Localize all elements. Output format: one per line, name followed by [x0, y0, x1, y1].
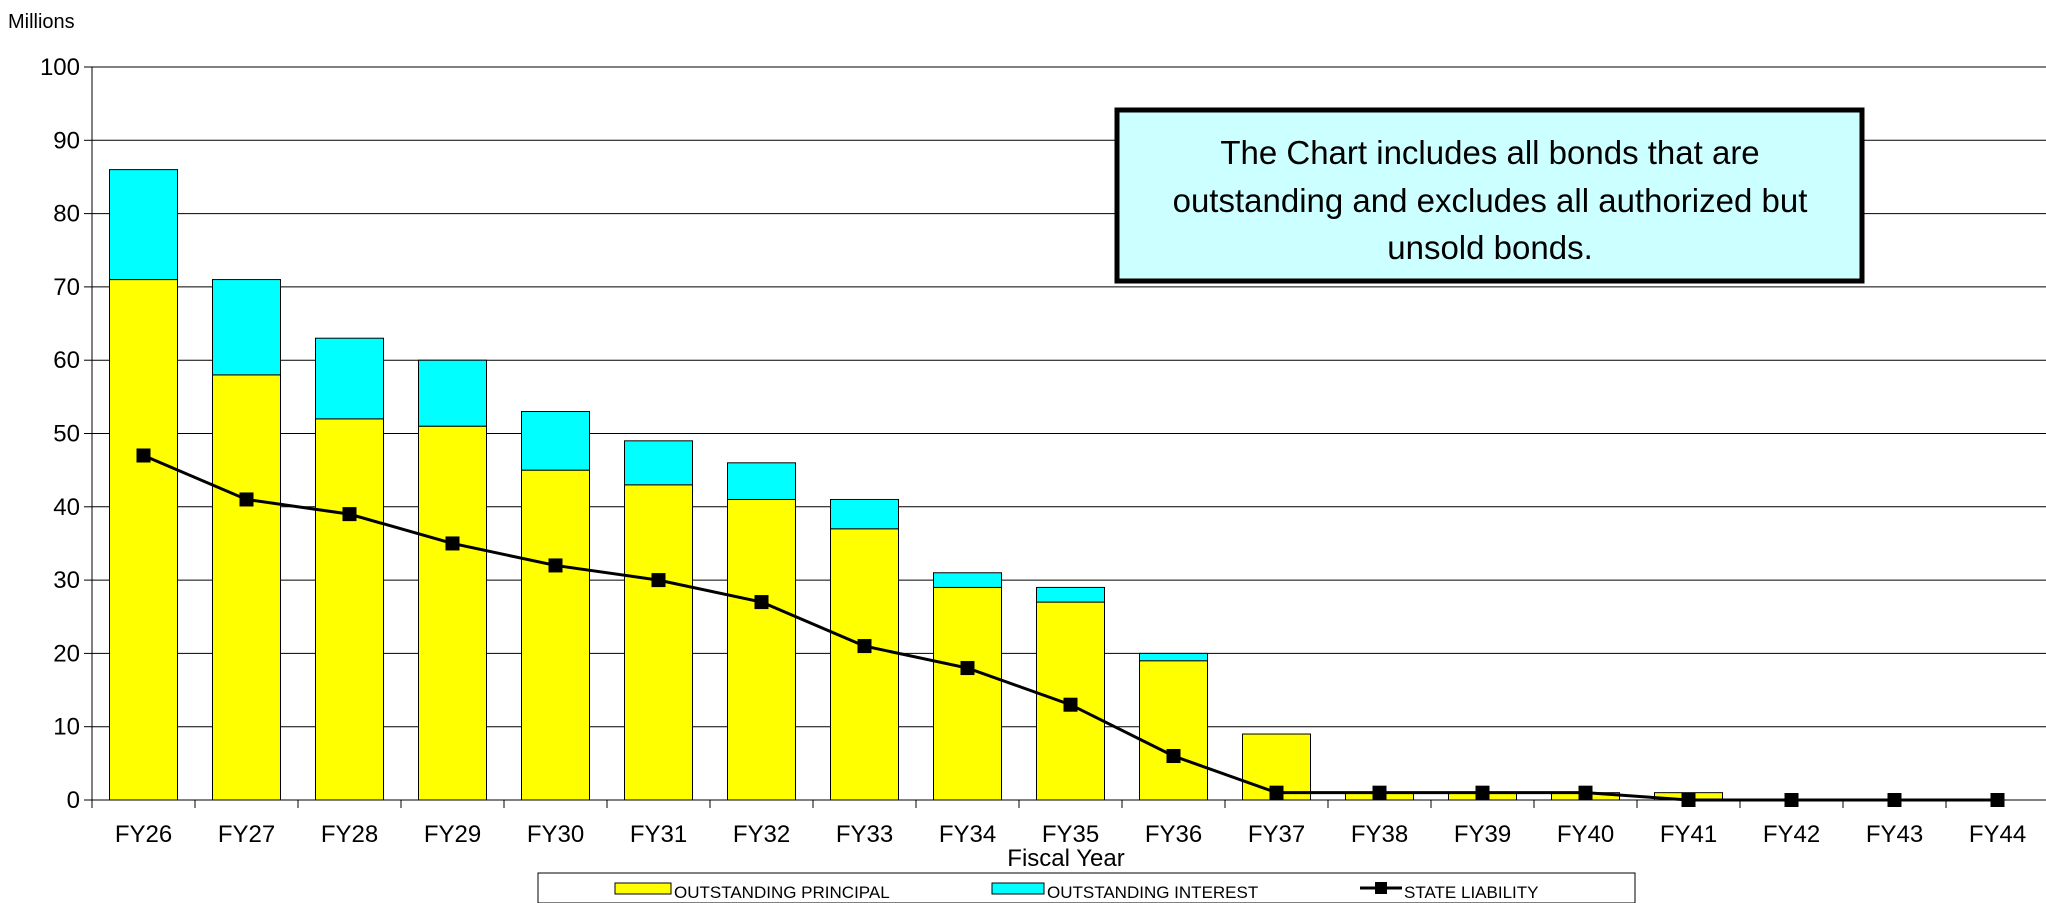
bar-interest-FY32: [727, 462, 796, 500]
x-tick-label-FY28: FY28: [321, 821, 378, 848]
x-tick-label-FY42: FY42: [1763, 821, 1820, 848]
annotation-box: The Chart includes all bonds that are ou…: [1114, 107, 1865, 284]
x-axis-title: Fiscal Year: [1007, 845, 1124, 872]
x-tick-label-FY35: FY35: [1042, 821, 1099, 848]
bar-interest-FY30: [521, 411, 590, 471]
state-liability-line: [136, 448, 2005, 807]
y-tick-label-1: 10: [53, 714, 80, 741]
bar-interest-FY31: [624, 440, 693, 486]
bar-principal-FY28: [315, 418, 384, 801]
bar-interest-FY33: [830, 498, 899, 530]
legend-label-liability: STATE LIABILITY: [1404, 883, 1538, 902]
x-tick-label-FY39: FY39: [1454, 821, 1511, 848]
annotation-border: [1114, 107, 1865, 284]
legend-label-interest: OUTSTANDING INTEREST: [1047, 883, 1258, 902]
x-tick-label-FY26: FY26: [115, 821, 172, 848]
y-tick-label-10: 100: [40, 54, 80, 81]
y-tick-label-5: 50: [53, 421, 80, 448]
y-tick-label-7: 70: [53, 274, 80, 301]
gridlines: [84, 66, 2046, 801]
y-tick-label-2: 20: [53, 640, 80, 667]
bar-principal-FY29: [418, 425, 487, 801]
x-tick-labels: FY26 FY27 FY28 FY29 FY30 FY31 FY32 FY33 FY34 FY35…: [115, 821, 2026, 848]
bars: [109, 169, 1723, 801]
y-tick-label-9: 90: [53, 127, 80, 154]
liability-point-FY36: [1166, 749, 1181, 764]
liability-point-FY44: [1990, 793, 2005, 807]
y-tick-labels: 0 10 20 30 40 50 60 70 80 90 100: [40, 54, 80, 814]
y-tick-label-6: 60: [53, 347, 80, 374]
legend-box: [537, 872, 1636, 903]
bar-principal-FY33: [830, 528, 899, 801]
y-tick-label-0: 0: [67, 787, 80, 814]
liability-point-FY32: [754, 595, 769, 610]
bar-interest-FY35: [1036, 586, 1105, 603]
bar-principal-FY26: [109, 279, 178, 801]
bar-principal-FY30: [521, 469, 590, 801]
bar-interest-FY34: [933, 572, 1002, 588]
annotation-line-2: outstanding and excludes all authorized …: [1173, 182, 1808, 219]
y-tick-label-4: 40: [53, 494, 80, 521]
legend: OUTSTANDING PRINCIPAL OUTSTANDING INTERE…: [537, 872, 1636, 903]
x-tick-label-FY43: FY43: [1866, 821, 1923, 848]
x-tick-label-FY33: FY33: [836, 821, 893, 848]
y-unit-label: Millions: [8, 11, 75, 33]
bar-interest-FY36: [1139, 652, 1208, 662]
y-tick-label-3: 30: [53, 567, 80, 594]
liability-point-FY34: [960, 661, 975, 676]
bar-principal-FY32: [727, 498, 796, 801]
liability-point-FY38: [1372, 785, 1387, 800]
x-tick-label-FY37: FY37: [1248, 821, 1305, 848]
liability-point-FY27: [239, 492, 254, 507]
liability-point-FY29: [445, 536, 460, 551]
liability-point-FY42: [1784, 793, 1799, 807]
liability-point-FY28: [342, 507, 357, 522]
legend-marker-liability: [1375, 882, 1387, 894]
x-tick-label-FY29: FY29: [424, 821, 481, 848]
x-tick-label-FY44: FY44: [1969, 821, 2026, 848]
annotation-line-3: unsold bonds.: [1387, 229, 1593, 266]
liability-point-FY31: [651, 573, 666, 588]
x-tick-label-FY30: FY30: [527, 821, 584, 848]
liability-point-FY37: [1269, 785, 1284, 800]
liability-point-FY35: [1063, 697, 1078, 712]
x-tick-label-FY27: FY27: [218, 821, 275, 848]
x-tick-label-FY32: FY32: [733, 821, 790, 848]
bar-interest-FY28: [315, 337, 384, 420]
x-tick-label-FY31: FY31: [630, 821, 687, 848]
x-tick-label-FY40: FY40: [1557, 821, 1614, 848]
legend-swatch-interest: [991, 882, 1045, 895]
liability-point-FY39: [1475, 785, 1490, 800]
liability-point-FY26: [136, 448, 151, 463]
legend-swatch-principal: [614, 882, 672, 895]
liability-point-FY33: [857, 639, 872, 654]
bar-principal-FY27: [212, 374, 281, 801]
liability-point-FY30: [548, 558, 563, 573]
legend-label-principal: OUTSTANDING PRINCIPAL: [674, 883, 890, 902]
bar-principal-FY34: [933, 586, 1002, 801]
bar-interest-FY29: [418, 359, 487, 427]
x-tick-label-FY36: FY36: [1145, 821, 1202, 848]
bar-principal-FY36: [1139, 660, 1208, 801]
y-tick-label-8: 80: [53, 201, 80, 228]
liability-point-FY41: [1681, 793, 1696, 807]
annotation-line-1: The Chart includes all bonds that are: [1220, 134, 1759, 171]
bar-principal-FY31: [624, 484, 693, 801]
liability-point-FY43: [1887, 793, 1902, 807]
x-tick-label-FY38: FY38: [1351, 821, 1408, 848]
liability-point-FY40: [1578, 785, 1593, 800]
bar-interest-FY27: [212, 279, 281, 376]
x-tick-label-FY41: FY41: [1660, 821, 1717, 848]
x-tick-label-FY34: FY34: [939, 821, 996, 848]
bar-interest-FY26: [109, 169, 178, 281]
